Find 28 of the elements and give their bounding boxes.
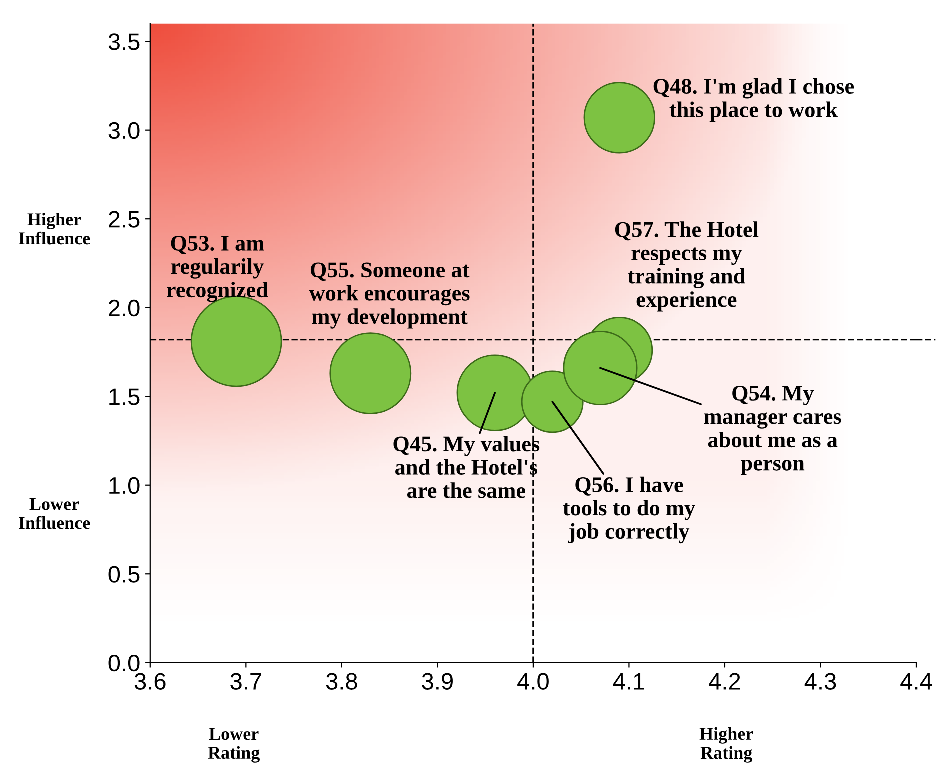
text: Higher Influence xyxy=(19,213,90,245)
x-tick-label: 3.8 xyxy=(326,673,358,690)
x-tick-label: 3.6 xyxy=(134,673,166,690)
annotation: Q54. My manager cares about me as a person xyxy=(704,386,842,476)
x-tick-label: 4.3 xyxy=(804,673,836,690)
x-tick-label: 4.0 xyxy=(518,673,549,690)
x-tick-label: 4.2 xyxy=(709,673,740,690)
annotation: Q53. I am regularily recognized xyxy=(167,236,268,302)
y-tick-label: 2.0 xyxy=(109,300,140,317)
x-tick-label: 3.7 xyxy=(230,673,262,690)
y-tick-label: 3.0 xyxy=(108,122,140,140)
x-tick-label: 4.1 xyxy=(613,673,644,690)
text: Higher Rating xyxy=(700,727,754,763)
text: Lower Influence xyxy=(19,498,90,530)
y-tick-label: 0.0 xyxy=(108,654,140,672)
y-tick-label: 3.5 xyxy=(108,34,140,50)
annotation: Q48. I'm glad I chose this place to work xyxy=(654,78,854,122)
x-tick-label: 3.9 xyxy=(422,673,453,690)
annotation: Q45. My values and the Hotel's are the same xyxy=(394,436,540,498)
annotation: Q55. Someone at work encourages my development xyxy=(309,262,470,329)
y-tick-label: 1.0 xyxy=(110,477,140,494)
x-tick-label: 4.4 xyxy=(900,673,932,690)
y-tick-label: 0.5 xyxy=(108,566,140,583)
y-tick-label: 2.5 xyxy=(109,211,140,228)
annotation: Q57. The Hotel respects my training and experience xyxy=(615,222,759,312)
text: Lower Rating xyxy=(208,728,260,763)
annotation: Q56. I have tools to do my job correctly xyxy=(563,476,696,544)
y-tick-label: 1.5 xyxy=(110,388,140,406)
